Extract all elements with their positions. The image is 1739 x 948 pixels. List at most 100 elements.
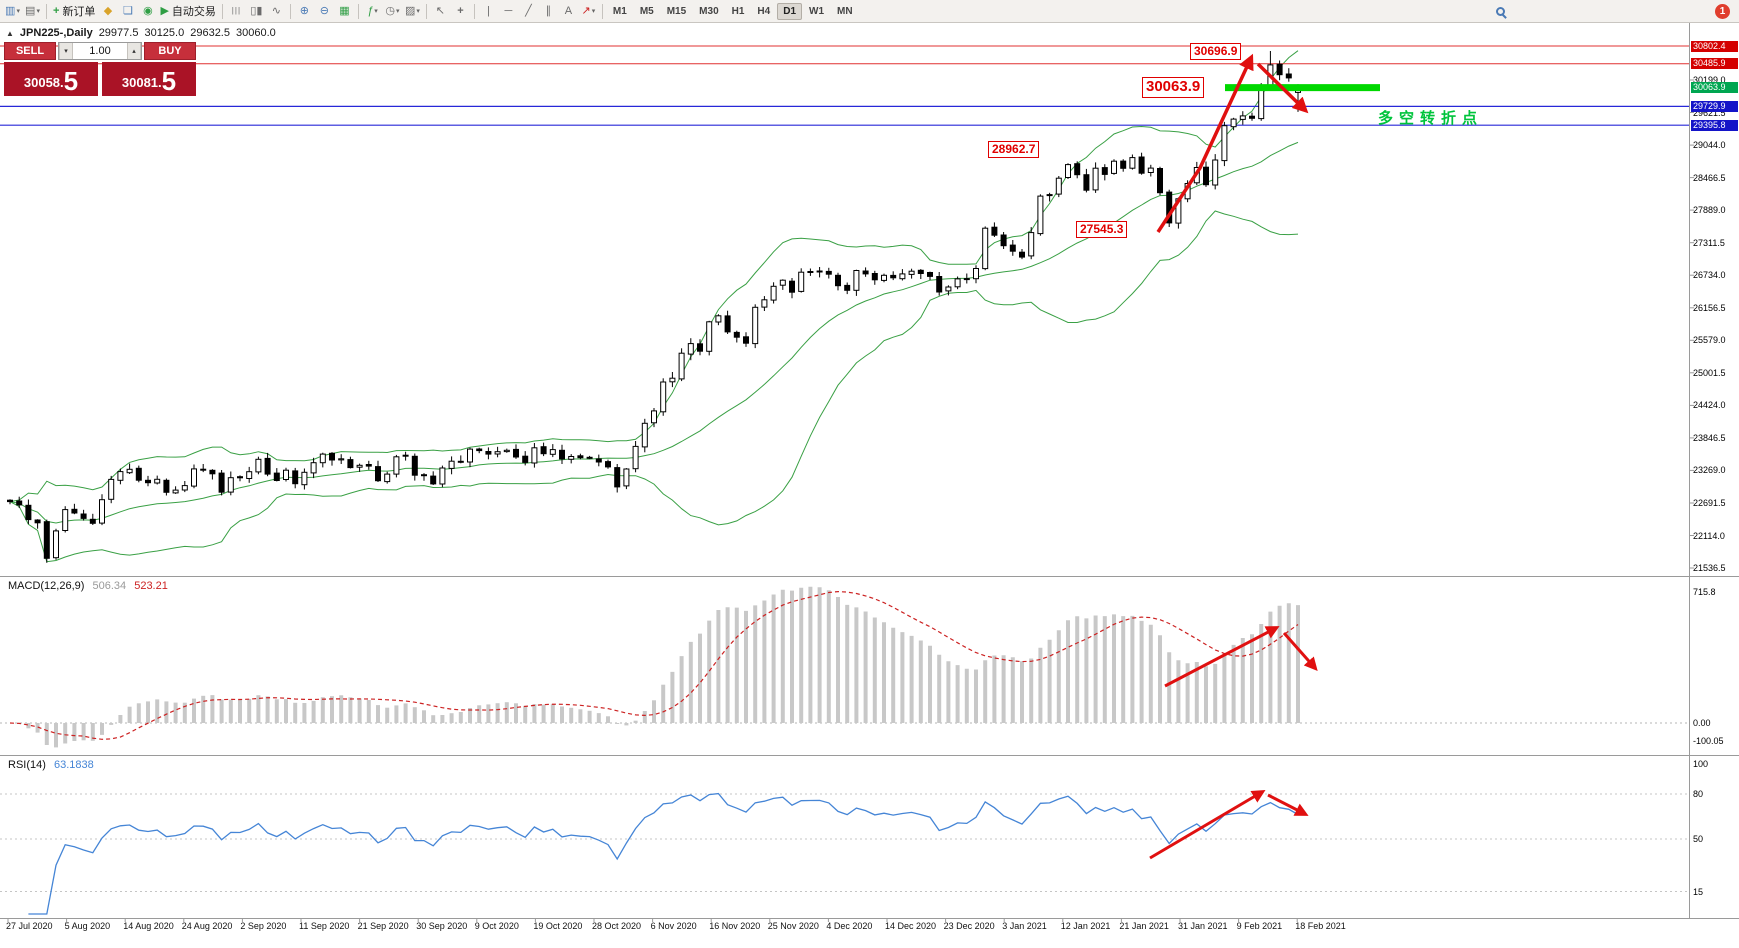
line-chart-icon: ∿ xyxy=(271,4,282,17)
rsi-line xyxy=(28,792,1299,915)
rsi-arrow-down[interactable] xyxy=(1267,793,1309,816)
timeframe-h1[interactable]: H1 xyxy=(726,3,751,20)
buy-button[interactable]: BUY xyxy=(144,42,196,60)
timeframe-h4[interactable]: H4 xyxy=(751,3,776,20)
buy-price-pip: 5 xyxy=(161,66,177,96)
search-button[interactable] xyxy=(1491,2,1510,21)
toolbar-separator xyxy=(289,3,291,19)
macd-header: MACD(12,26,9) 506.34 523.21 xyxy=(8,580,168,592)
macd-scale-label: -100.05 xyxy=(1693,736,1724,747)
channel-tool[interactable]: ∥ xyxy=(539,2,558,21)
notification-badge[interactable]: 1 xyxy=(1715,3,1730,19)
cursor-button[interactable]: ↖ xyxy=(431,2,450,21)
timeframe-m15[interactable]: M15 xyxy=(661,3,692,20)
chevron-down-icon: ▾ xyxy=(395,8,400,15)
low-value: 29632.5 xyxy=(190,27,230,39)
macd-arrow-up[interactable] xyxy=(1164,626,1280,688)
turning-point-label[interactable]: 多空转折点 xyxy=(1378,110,1484,127)
templates-button[interactable]: ▨ ▾ xyxy=(403,2,422,21)
sell-price-display[interactable]: 30058. 5 xyxy=(4,62,98,96)
volume-value[interactable]: 1.00 xyxy=(89,45,111,57)
bar-chart-icon: ||| xyxy=(231,6,242,15)
high-value: 30125.0 xyxy=(144,27,185,39)
indicators-button[interactable]: ƒ ▾ xyxy=(363,2,382,21)
price-scale-label: 24424.0 xyxy=(1693,400,1726,411)
buy-price-main: 30081. xyxy=(121,75,162,90)
market-button[interactable]: ◆ xyxy=(98,2,117,21)
vertical-line-tool[interactable]: | xyxy=(479,2,498,21)
tile-windows-button[interactable]: ▦ xyxy=(335,2,354,21)
date-label: 21 Jan 2021 xyxy=(1119,921,1169,931)
rsi-scale-label: 50 xyxy=(1693,834,1704,844)
chart-bars-button[interactable]: ||| xyxy=(227,2,246,21)
price-scale-label: 28466.5 xyxy=(1693,172,1726,183)
price-scale-label: 22691.5 xyxy=(1693,498,1726,508)
zoom-in-button[interactable]: ⊕ xyxy=(295,2,314,21)
arrows-tool[interactable]: ↗ ▾ xyxy=(579,2,598,21)
periods-button[interactable]: ◷ ▾ xyxy=(383,2,402,21)
trendline-tool[interactable]: ╱ xyxy=(519,2,538,21)
price-line-label-blue: 29395.8 xyxy=(1691,119,1738,131)
zoom-out-button[interactable]: ⊖ xyxy=(315,2,334,21)
horizontal-line-tool[interactable]: ─ xyxy=(499,2,518,21)
price-scale-label: 25579.0 xyxy=(1693,335,1726,346)
bollinger-lower xyxy=(9,210,1299,563)
date-label: 11 Sep 2020 xyxy=(299,921,350,931)
chart-header: ▲ JPN225-,Daily 29977.5 30125.0 29632.5 … xyxy=(6,27,276,39)
sell-button[interactable]: SELL xyxy=(4,42,56,60)
price-scale-label: 27311.5 xyxy=(1693,237,1725,248)
toolbar-separator xyxy=(46,3,47,19)
cursor-icon: ↖ xyxy=(435,4,446,17)
channel-icon: ∥ xyxy=(545,4,552,17)
document-icon: ❏ xyxy=(123,4,133,17)
date-label: 18 Feb 2021 xyxy=(1295,921,1346,931)
price-scale-label: 26734.0 xyxy=(1693,270,1726,281)
toolbar-right: 1 xyxy=(1491,2,1736,21)
macd-arrow-down[interactable] xyxy=(1282,632,1318,672)
text-tool[interactable]: A xyxy=(559,2,578,21)
timeframe-mn[interactable]: MN xyxy=(831,3,859,20)
bollinger-middle xyxy=(9,141,1299,524)
timeframe-d1[interactable]: D1 xyxy=(777,2,803,20)
documents-button[interactable]: ❏ xyxy=(118,2,137,21)
annotation-box[interactable]: 30063.9 xyxy=(1142,77,1205,98)
volume-down-button[interactable]: ▾ xyxy=(59,43,73,59)
date-label: 14 Aug 2020 xyxy=(123,921,174,931)
chart-candles-button[interactable]: ▯▮ xyxy=(247,2,266,21)
annotation-box[interactable]: 28962.7 xyxy=(988,141,1040,158)
one-click-trading-panel: SELL ▾ 1.00 ▴ BUY 30058. 5 30081. 5 xyxy=(4,42,196,96)
crosshair-button[interactable]: + xyxy=(451,2,470,21)
new-chart-button[interactable]: ▥ ▾ xyxy=(3,2,22,21)
rsi-scale-label: 100 xyxy=(1693,759,1709,769)
profiles-button[interactable]: ▤ ▾ xyxy=(23,2,42,21)
trend-arrow-up[interactable] xyxy=(1156,53,1254,233)
date-label: 23 Dec 2020 xyxy=(943,921,995,931)
rsi-arrow-up[interactable] xyxy=(1149,789,1266,860)
annotation-box[interactable]: 30696.9 xyxy=(1190,43,1242,60)
symbol-timeframe-label: JPN225-,Daily xyxy=(19,27,93,39)
timeframe-m1[interactable]: M1 xyxy=(607,3,633,20)
chevron-down-icon: ▾ xyxy=(591,8,596,15)
community-button[interactable]: ◉ xyxy=(138,2,157,21)
chart-line-button[interactable]: ∿ xyxy=(267,2,286,21)
timeframe-w1[interactable]: W1 xyxy=(803,3,830,20)
annotation-box[interactable]: 27545.3 xyxy=(1076,221,1128,238)
clock-icon: ◷ xyxy=(385,4,395,17)
price-scale-label: 21536.5 xyxy=(1693,563,1726,573)
volume-up-button[interactable]: ▴ xyxy=(127,43,141,59)
timeframe-m5[interactable]: M5 xyxy=(634,3,660,20)
collapse-trade-panel-icon[interactable]: ▲ xyxy=(6,28,14,38)
price-scale-label: 23846.5 xyxy=(1693,432,1726,443)
timeframe-m30[interactable]: M30 xyxy=(693,3,724,20)
buy-price-display[interactable]: 30081. 5 xyxy=(102,62,196,96)
trend-arrow-down[interactable] xyxy=(1256,62,1309,114)
new-order-button[interactable]: + 新订单 xyxy=(51,2,97,21)
toolbar: ▥ ▾ ▤ ▾ + 新订单 ◆ ❏ ◉ ▶ 自动交易 ||| ▯▮ ∿ ⊕ ⊖ ▦ ƒ ▾… xyxy=(0,0,1739,23)
date-label: 2 Sep 2020 xyxy=(240,921,287,931)
text-icon: A xyxy=(564,4,573,17)
price-scale-label: 26156.5 xyxy=(1693,302,1726,313)
toolbar-separator xyxy=(473,3,475,19)
chevron-down-icon: ▾ xyxy=(16,8,20,15)
autotrading-button[interactable]: ▶ 自动交易 xyxy=(158,2,217,21)
